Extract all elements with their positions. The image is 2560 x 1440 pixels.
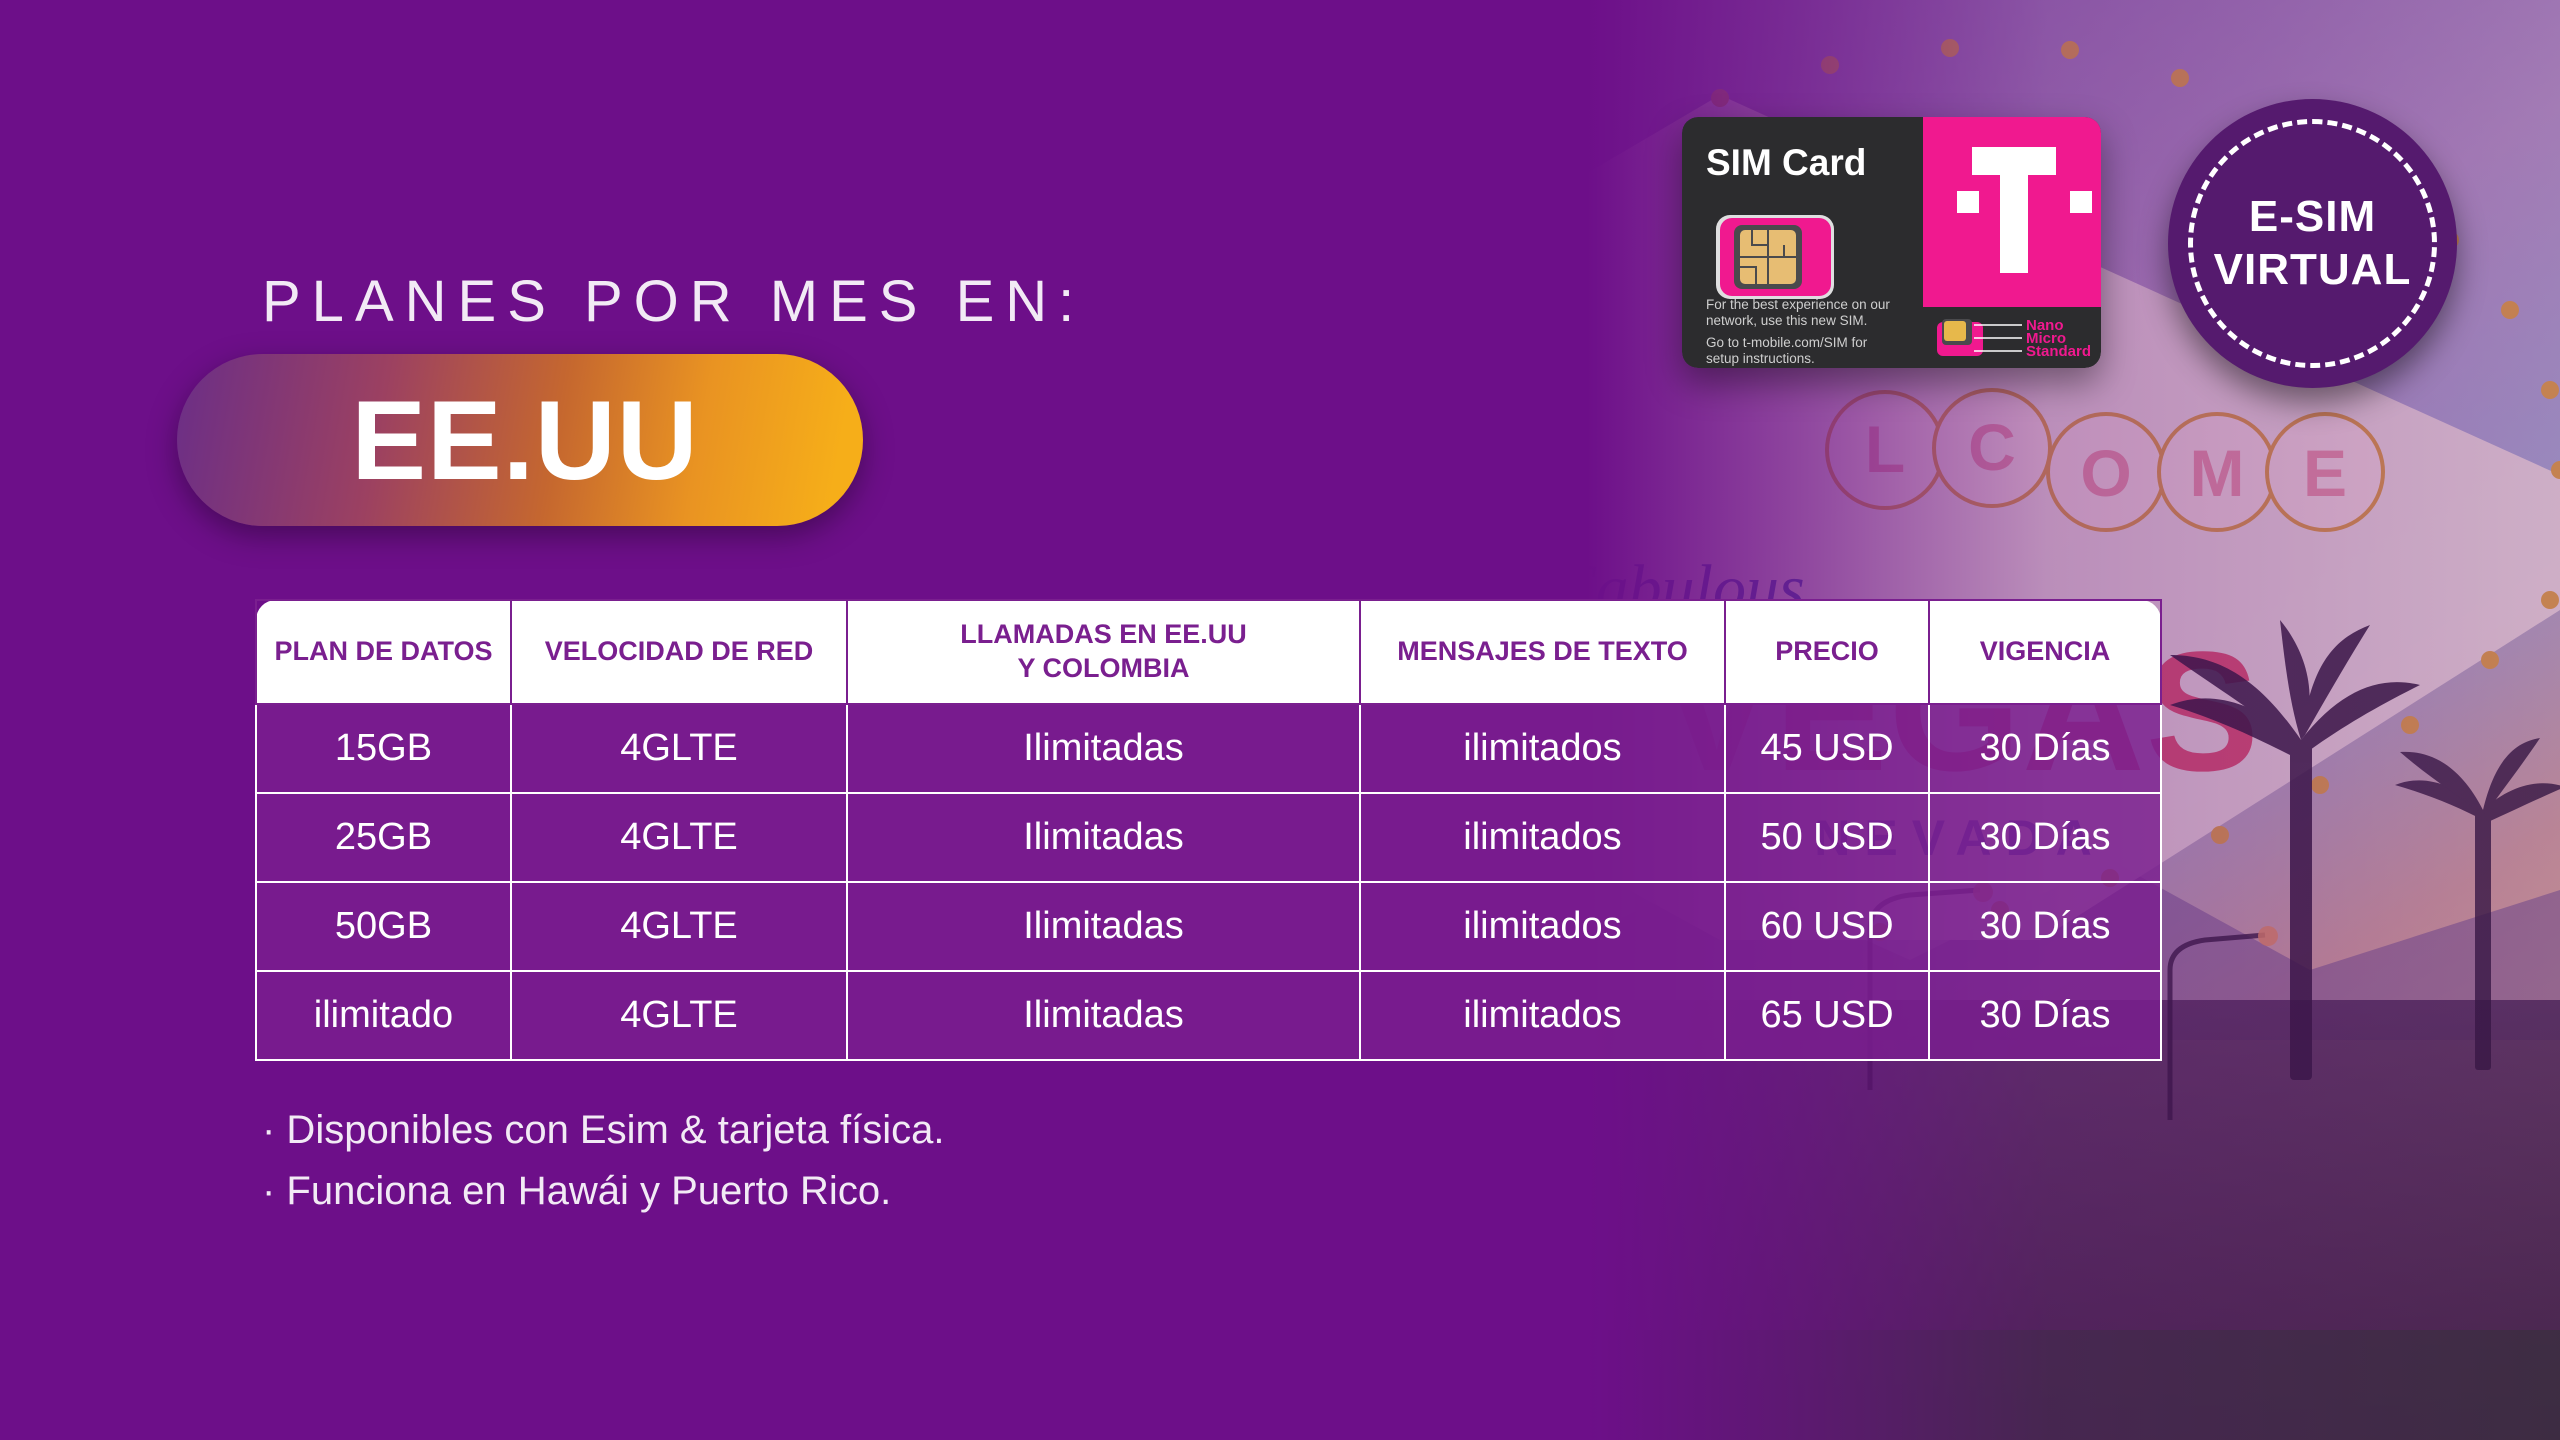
svg-text:SIM Card: SIM Card [1706,142,1866,183]
svg-text:For the best experience on our: For the best experience on our [1706,297,1890,312]
svg-text:Standard: Standard [2026,343,2091,360]
svg-text:network, use this new SIM.: network, use this new SIM. [1706,313,1867,328]
svg-text:setup instructions.: setup instructions. [1706,351,1815,366]
svg-text:Go to t-mobile.com/SIM for: Go to t-mobile.com/SIM for [1706,335,1868,350]
